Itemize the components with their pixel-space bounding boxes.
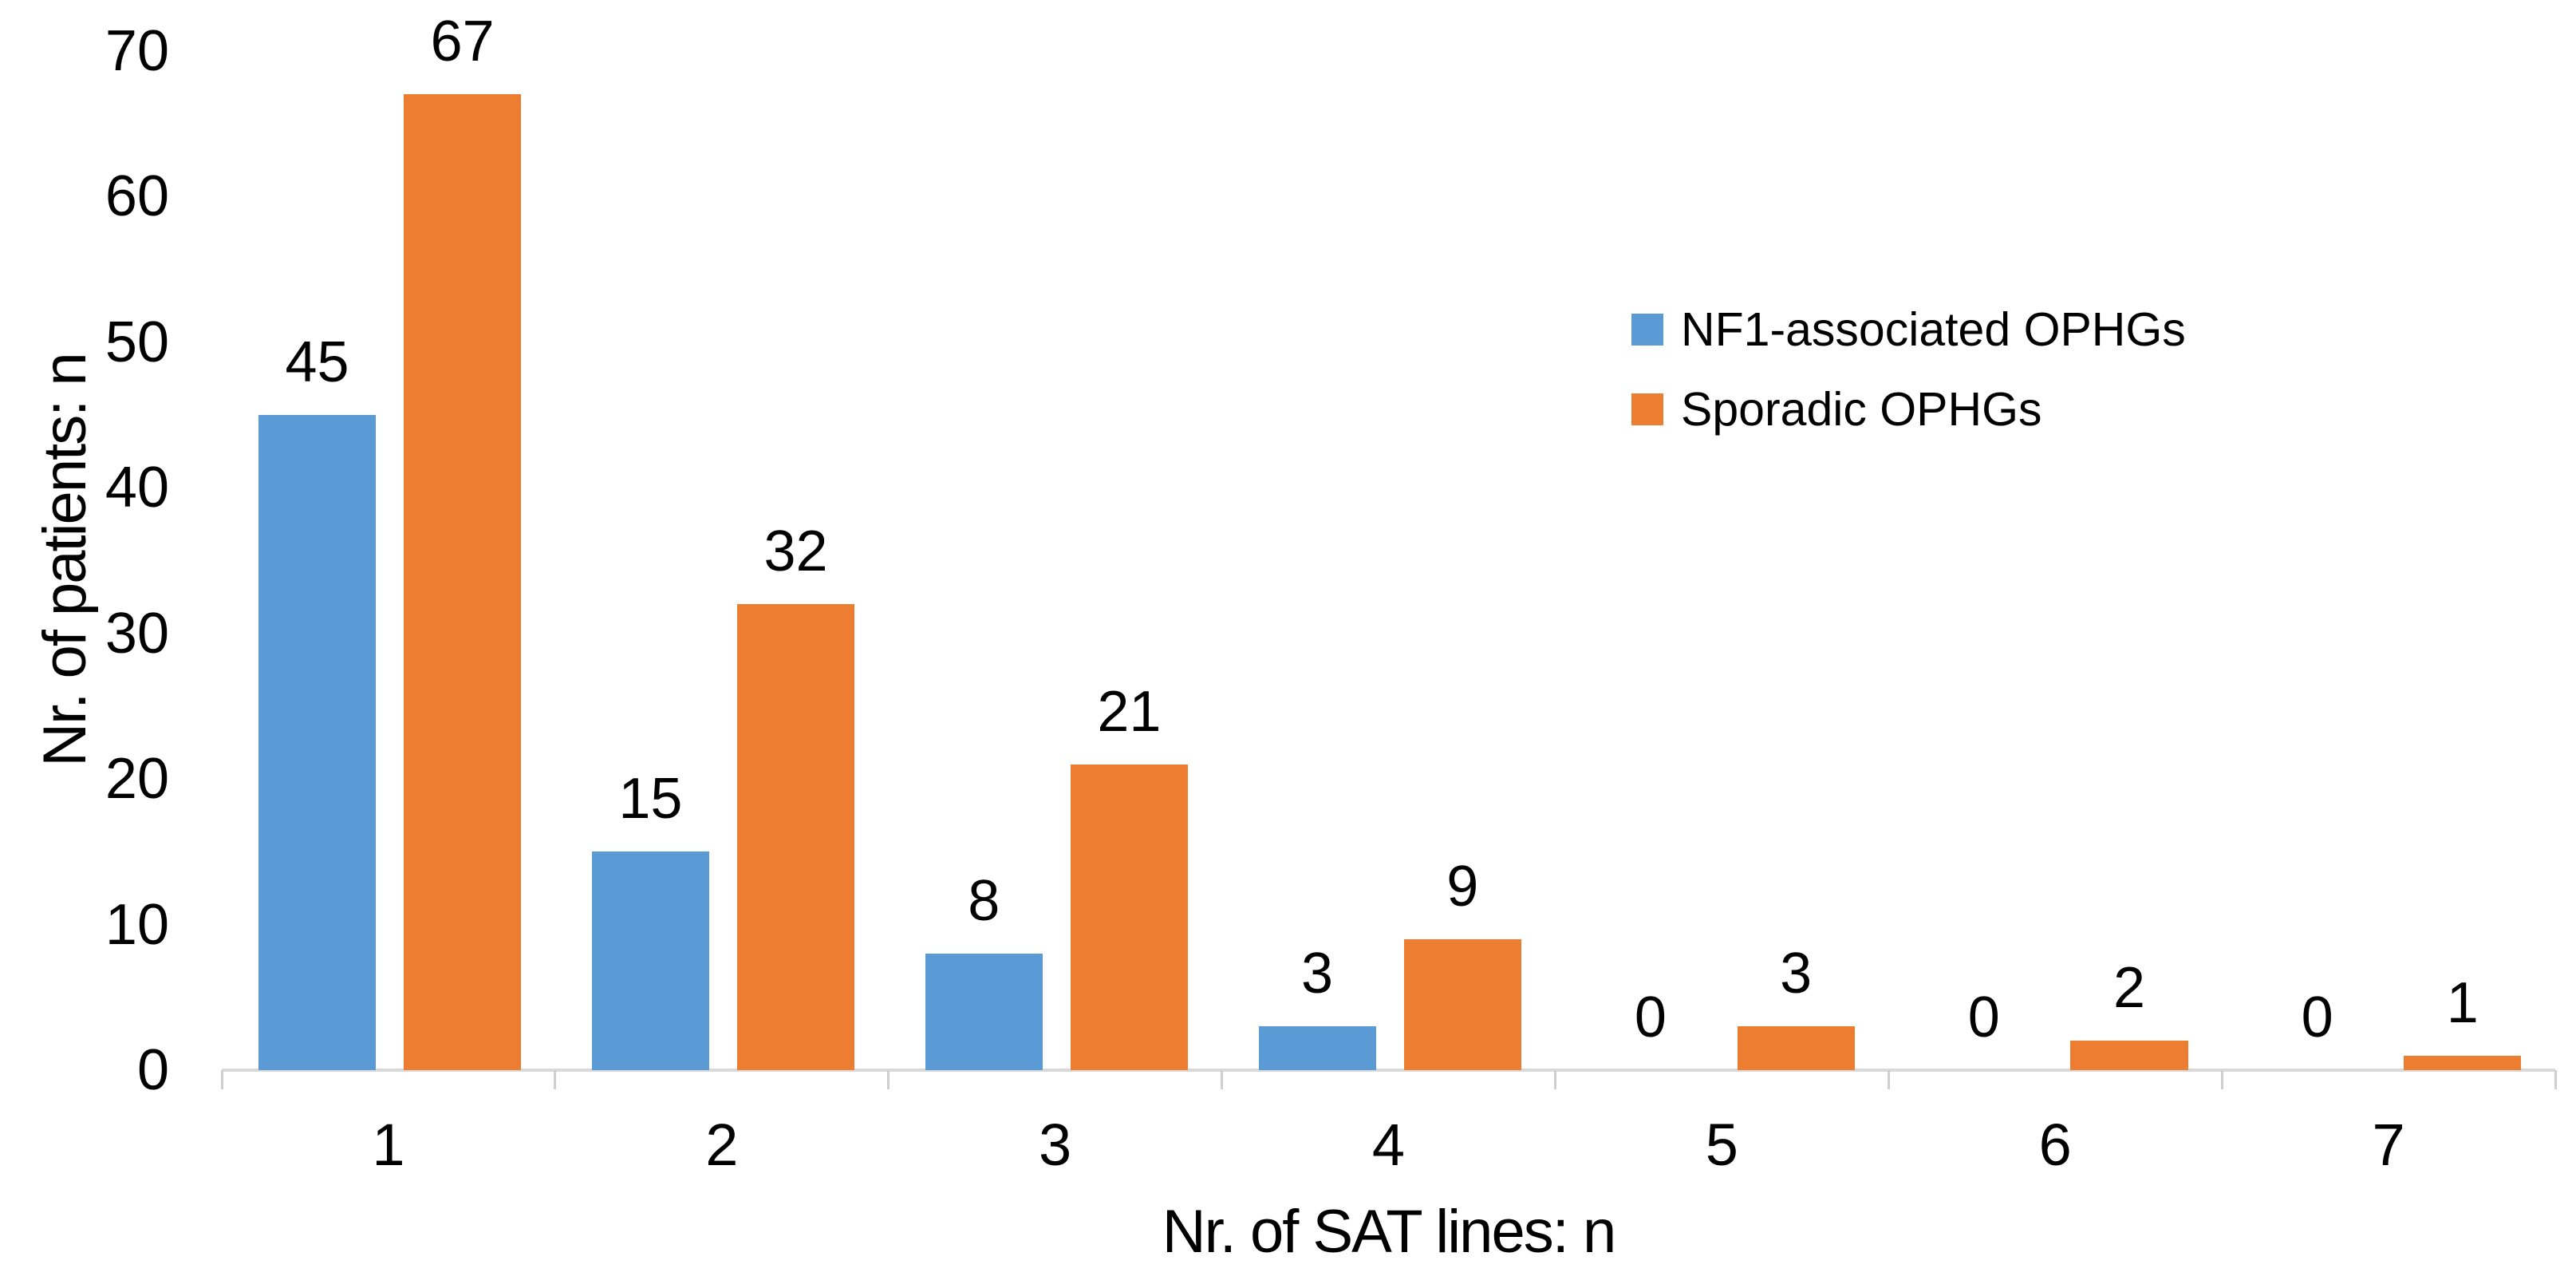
- y-tick-label: 50: [105, 310, 169, 374]
- x-tick-label: 5: [1705, 1112, 1738, 1178]
- x-tick-label: 2: [705, 1112, 739, 1178]
- x-axis-tick-mark: [554, 1070, 557, 1089]
- x-tick-label: 7: [2372, 1112, 2405, 1178]
- y-tick-label: 30: [105, 601, 169, 666]
- legend: NF1-associated OPHGs Sporadic OPHGs: [1631, 306, 2186, 465]
- x-tick-label: 4: [1371, 1112, 1406, 1178]
- bar-value-label: 15: [618, 767, 683, 831]
- bar-value-label: 0: [1634, 986, 1667, 1049]
- bar: [1737, 1026, 1855, 1070]
- bar: [258, 415, 377, 1070]
- legend-swatch: [1631, 314, 1663, 346]
- bar: [1403, 939, 1521, 1070]
- legend-swatch: [1631, 393, 1663, 425]
- x-axis-line: [222, 1069, 2555, 1072]
- x-axis-tick-mark: [1553, 1070, 1556, 1089]
- x-tick-label: 6: [2038, 1112, 2072, 1178]
- legend-item: NF1-associated OPHGs: [1631, 306, 2186, 354]
- bar-value-label: 2: [2112, 956, 2145, 1020]
- y-tick-label: 60: [105, 164, 169, 228]
- x-axis-tick-mark: [1221, 1070, 1224, 1089]
- bar: [591, 851, 709, 1070]
- bar-value-label: 45: [285, 330, 349, 394]
- y-tick-label: 20: [105, 747, 169, 811]
- x-tick-label: 3: [1039, 1112, 1072, 1178]
- bar: [1070, 764, 1188, 1070]
- y-tick-label: 40: [105, 456, 169, 520]
- bar: [925, 954, 1043, 1070]
- bar-value-label: 0: [2301, 986, 2333, 1049]
- bar: [737, 604, 855, 1070]
- bar-value-label: 32: [763, 520, 828, 583]
- x-axis-tick-mark: [2554, 1070, 2557, 1089]
- y-axis-title: Nr. of patients: n: [31, 354, 99, 767]
- y-tick-label: 70: [105, 18, 169, 83]
- bar-value-label: 9: [1446, 855, 1479, 919]
- legend-label: NF1-associated OPHGs: [1681, 303, 2186, 356]
- x-axis-tick-mark: [220, 1070, 223, 1089]
- x-axis-tick-mark: [1887, 1070, 1890, 1089]
- x-axis-tick-mark: [2220, 1070, 2223, 1089]
- bar-value-label: 3: [1301, 942, 1334, 1005]
- y-tick-label: 10: [105, 892, 169, 957]
- bar-value-label: 67: [430, 10, 495, 73]
- bar-value-label: 1: [2446, 971, 2479, 1035]
- bar-value-label: 8: [968, 869, 1000, 933]
- legend-item: Sporadic OPHGs: [1631, 385, 2186, 433]
- bar: [404, 94, 522, 1070]
- x-axis-tick-mark: [887, 1070, 890, 1089]
- bar: [2070, 1041, 2188, 1070]
- x-tick-label: 1: [372, 1112, 405, 1178]
- y-tick-label: 0: [136, 1038, 169, 1102]
- x-axis-title: Nr. of SAT lines: n: [1162, 1198, 1616, 1266]
- bar: [2404, 1056, 2522, 1070]
- bar-value-label: 0: [1967, 986, 2000, 1049]
- bar-value-label: 3: [1780, 942, 1813, 1005]
- bar-value-label: 21: [1097, 680, 1162, 744]
- legend-label: Sporadic OPHGs: [1681, 383, 2042, 436]
- bar: [1258, 1026, 1376, 1070]
